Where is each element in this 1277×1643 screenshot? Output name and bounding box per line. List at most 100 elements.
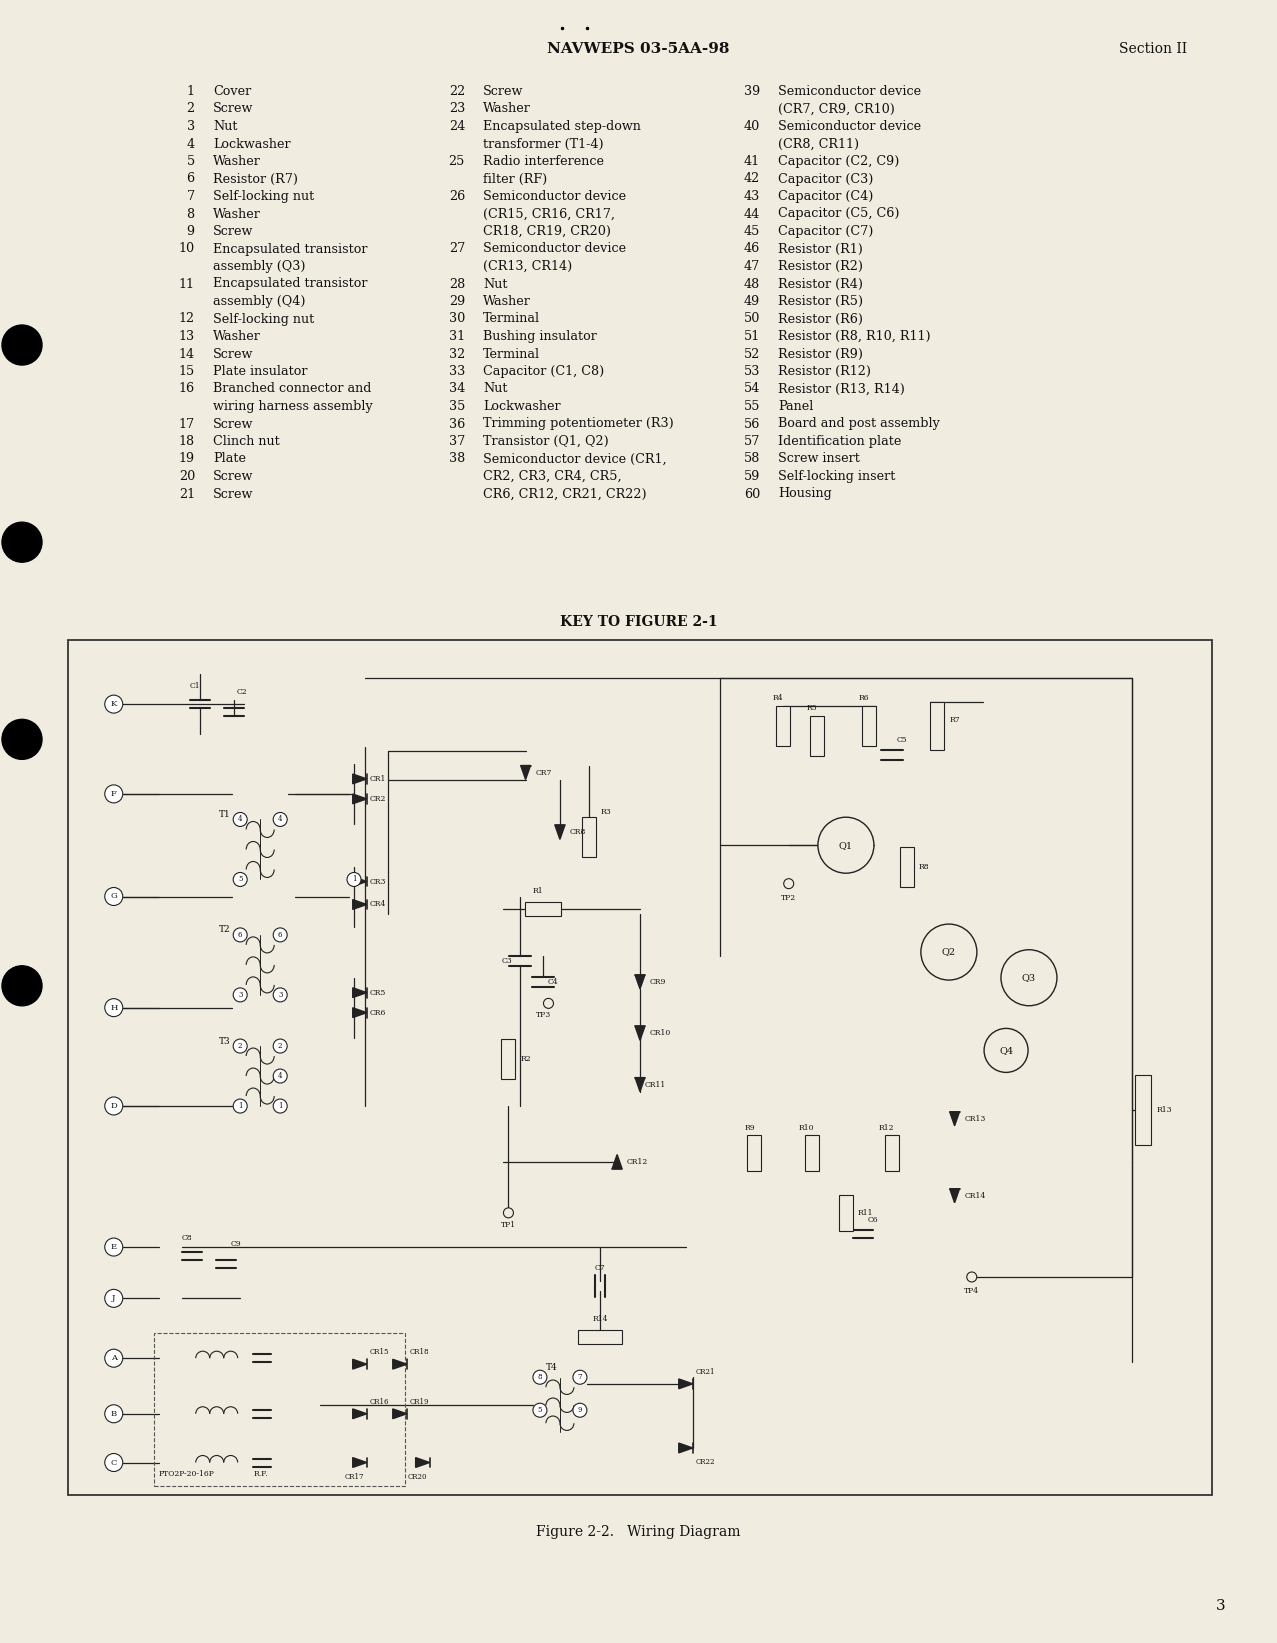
Circle shape [533,1403,547,1418]
Text: Washer: Washer [213,154,261,168]
Text: 32: 32 [448,348,465,360]
Text: Branched connector and: Branched connector and [213,383,372,396]
Bar [525,902,561,917]
Text: Washer: Washer [213,207,261,220]
Text: 2: 2 [278,1042,282,1050]
Text: 50: 50 [743,312,760,325]
Polygon shape [612,1155,622,1168]
Bar [153,1332,406,1487]
Text: 9: 9 [577,1406,582,1415]
Text: R10: R10 [799,1124,815,1132]
Text: Encapsulated transistor: Encapsulated transistor [213,243,368,256]
Text: 60: 60 [743,488,760,501]
Polygon shape [635,974,645,989]
Text: Washer: Washer [483,296,531,307]
Circle shape [105,887,123,905]
Text: CR11: CR11 [645,1081,667,1089]
Text: CR1: CR1 [370,775,386,784]
Text: Capacitor (C2, C9): Capacitor (C2, C9) [778,154,899,168]
Text: R1: R1 [533,887,543,895]
Polygon shape [352,987,366,997]
Text: Q2: Q2 [942,948,956,956]
Text: J: J [112,1295,115,1303]
Text: Capacitor (C5, C6): Capacitor (C5, C6) [778,207,899,220]
Text: 43: 43 [743,191,760,204]
Bar [862,705,876,746]
Polygon shape [352,1359,366,1369]
Text: R.F.: R.F. [254,1470,268,1479]
Text: Figure 2-2.   Wiring Diagram: Figure 2-2. Wiring Diagram [536,1525,741,1539]
Text: R2: R2 [521,1055,531,1063]
Text: CR12: CR12 [627,1158,649,1165]
Text: Resistor (R9): Resistor (R9) [778,348,863,360]
Text: 58: 58 [743,452,760,465]
Text: CR14: CR14 [964,1191,986,1199]
Text: wiring harness assembly: wiring harness assembly [213,399,373,412]
Text: 19: 19 [179,452,195,465]
Text: Terminal: Terminal [483,348,540,360]
Circle shape [573,1403,587,1418]
Text: Nut: Nut [483,278,507,291]
Circle shape [819,817,873,872]
Text: T1: T1 [218,810,230,818]
Text: NAVWEPS 03-5AA-98: NAVWEPS 03-5AA-98 [548,43,729,56]
Text: CR4: CR4 [370,900,386,909]
Text: R9: R9 [744,1124,755,1132]
Text: 3: 3 [1216,1599,1226,1613]
Text: CR10: CR10 [650,1029,672,1037]
Bar [578,1329,622,1344]
Text: R14: R14 [593,1314,608,1323]
Circle shape [3,522,42,562]
Text: (CR7, CR9, CR10): (CR7, CR9, CR10) [778,102,895,115]
Text: CR21: CR21 [696,1369,715,1375]
Text: A: A [111,1354,116,1362]
Polygon shape [352,900,366,909]
Circle shape [273,1070,287,1083]
Polygon shape [393,1410,407,1418]
Text: CR2: CR2 [370,795,386,803]
Text: PTO2P-20-16P: PTO2P-20-16P [158,1470,215,1479]
Text: 39: 39 [743,85,760,99]
Text: 13: 13 [179,330,195,343]
Text: 29: 29 [448,296,465,307]
Circle shape [544,999,553,1009]
Text: 3: 3 [278,991,282,999]
Text: 6: 6 [238,932,243,938]
Text: Screw insert: Screw insert [778,452,859,465]
Text: 55: 55 [743,399,760,412]
Text: Encapsulated transistor: Encapsulated transistor [213,278,368,291]
Text: 1: 1 [278,1102,282,1111]
Text: 4: 4 [238,815,243,823]
Text: R6: R6 [858,693,870,702]
Text: R13: R13 [1157,1106,1172,1114]
Text: 40: 40 [743,120,760,133]
Text: 6: 6 [183,173,195,186]
Text: 42: 42 [743,173,760,186]
Text: 30: 30 [448,312,465,325]
Text: C: C [111,1459,117,1467]
Circle shape [273,1038,287,1053]
Text: CR9: CR9 [650,978,667,986]
Polygon shape [635,1078,645,1091]
Text: Section II: Section II [1120,43,1188,56]
Text: TP1: TP1 [501,1221,516,1229]
Text: Semiconductor device: Semiconductor device [483,243,626,256]
Text: H: H [110,1004,117,1012]
Text: Radio interference: Radio interference [483,154,604,168]
Circle shape [273,928,287,941]
Circle shape [105,1290,123,1308]
Polygon shape [352,1457,366,1467]
Circle shape [234,987,248,1002]
Text: 41: 41 [744,154,760,168]
Text: B: B [111,1410,116,1418]
Text: Self-locking nut: Self-locking nut [213,312,314,325]
Text: C2: C2 [236,688,248,697]
Text: E: E [111,1244,116,1250]
Text: CR8: CR8 [570,828,586,836]
Circle shape [105,999,123,1017]
Text: C5: C5 [896,736,907,744]
Text: 44: 44 [743,207,760,220]
Circle shape [105,1454,123,1472]
Text: Capacitor (C3): Capacitor (C3) [778,173,873,186]
Bar [805,1135,819,1171]
